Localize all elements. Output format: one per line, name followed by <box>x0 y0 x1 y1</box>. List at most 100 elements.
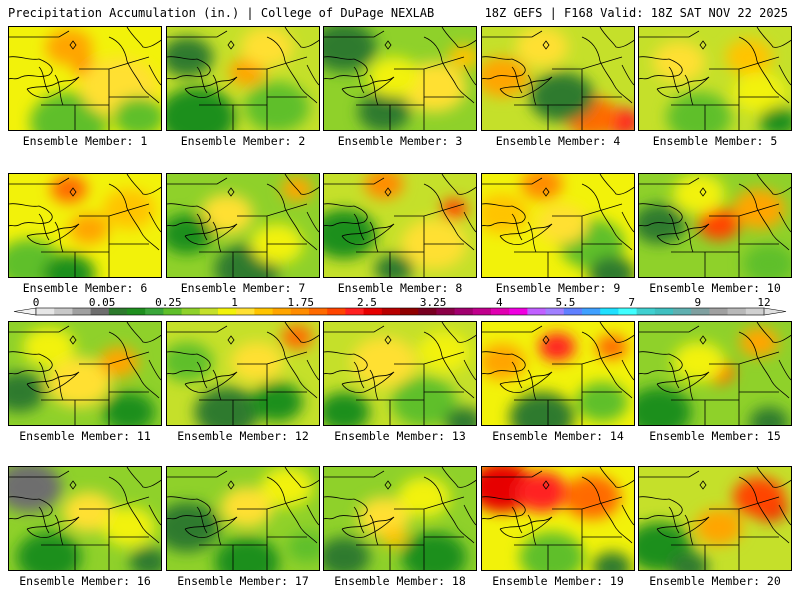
boundary-line <box>306 504 319 526</box>
colorbar-swatch <box>727 308 747 315</box>
boundary-line <box>756 27 791 48</box>
boundary-line <box>284 322 319 343</box>
boundary-line <box>167 351 211 375</box>
boundary-line <box>126 174 161 195</box>
boundary-line <box>341 371 395 393</box>
colorbar-swatch <box>472 308 492 315</box>
boundary-line <box>266 331 318 399</box>
boundary-line <box>356 537 425 570</box>
boundary-line <box>38 506 64 546</box>
boundary-line <box>423 476 475 544</box>
boundary-line <box>38 361 64 401</box>
ensemble-member-label: Ensemble Member: 17 <box>177 574 309 588</box>
boundary-line <box>656 76 710 98</box>
boundary-line <box>639 496 683 520</box>
precip-map <box>324 27 476 130</box>
colorbar-swatch <box>108 308 128 315</box>
boundary-line <box>108 331 160 399</box>
colorbar-swatch <box>36 308 55 315</box>
boundary-line <box>511 361 537 401</box>
precip-area <box>364 174 404 199</box>
boundary-line <box>184 223 238 245</box>
precip-map <box>167 322 319 425</box>
precip-area <box>743 244 791 277</box>
ensemble-member-label: Ensemble Member: 1 <box>22 134 148 148</box>
precip-area <box>99 347 139 377</box>
precip-area <box>669 552 709 570</box>
boundary-line <box>599 322 634 343</box>
boundary-line <box>778 504 791 526</box>
ensemble-member-label: Ensemble Member: 11 <box>19 429 151 443</box>
boundary-line <box>196 506 222 546</box>
boundary-line <box>148 359 161 381</box>
map-boundaries <box>639 322 791 425</box>
boundary-line <box>41 244 110 277</box>
boundary-line <box>108 476 160 544</box>
boundary-line <box>463 504 476 526</box>
boundary-line <box>756 322 791 343</box>
precip-area <box>592 552 632 570</box>
boundary-line <box>514 537 583 570</box>
map-boundaries <box>324 467 476 570</box>
map-boundaries <box>482 322 634 425</box>
precip-area <box>529 72 595 122</box>
colorbar-swatch <box>527 308 546 315</box>
precip-area <box>733 189 785 229</box>
precip-area <box>444 407 476 425</box>
colorbar-min-arrow <box>13 307 37 316</box>
colorbar-swatch <box>654 308 674 315</box>
boundary-line <box>284 174 319 195</box>
boundary-line <box>9 470 70 478</box>
precip-map <box>9 27 161 130</box>
precip-area <box>63 492 115 532</box>
colorbar-swatch <box>363 308 383 315</box>
colorbar-tick-label: 7 <box>628 298 635 309</box>
precip-map <box>482 27 634 130</box>
precip-area <box>358 92 410 130</box>
precip-area <box>113 97 161 130</box>
boundary-line <box>26 516 80 538</box>
boundary-line <box>284 27 319 48</box>
map-boundaries <box>167 27 319 130</box>
colorbar: 0 0.05 0.25 1 1.75 2.5 3.25 4 5.5 7 9 12 <box>13 298 787 316</box>
ensemble-member-label: Ensemble Member: 4 <box>495 134 621 148</box>
precip-map <box>482 174 634 277</box>
boundary-line <box>324 496 368 520</box>
boundary-line <box>656 516 710 538</box>
ensemble-member-label: Ensemble Member: 5 <box>652 134 778 148</box>
precip-area <box>448 45 476 69</box>
boundary-line <box>499 516 553 538</box>
colorbar-swatch <box>563 308 583 315</box>
boundary-line <box>671 244 740 277</box>
boundary-line <box>581 476 633 544</box>
boundary-line <box>184 371 238 393</box>
precip-area <box>194 387 260 425</box>
boundary-line <box>639 177 700 185</box>
colorbar-tick-label: 1.75 <box>287 298 314 309</box>
map-boundaries <box>9 174 161 277</box>
boundary-line <box>463 359 476 381</box>
location-marker-icon <box>69 335 77 345</box>
colorbar-swatch <box>582 308 601 315</box>
precip-area <box>653 42 705 82</box>
boundary-line <box>514 97 583 130</box>
map-boundaries <box>482 467 634 570</box>
colorbar-swatch <box>436 308 455 315</box>
boundary-line <box>482 56 526 80</box>
precip-map <box>9 322 161 425</box>
location-marker-icon <box>227 335 235 345</box>
chart-title: Precipitation Accumulation (in.) | Colle… <box>8 6 435 20</box>
ensemble-member-label: Ensemble Member: 20 <box>649 574 781 588</box>
precip-area <box>45 29 93 65</box>
boundary-line <box>511 66 537 106</box>
colorbar-swatch <box>418 308 437 315</box>
boundary-line <box>266 36 318 104</box>
boundary-line <box>9 56 53 80</box>
location-marker-icon <box>384 335 392 345</box>
boundary-line <box>482 325 543 333</box>
ensemble-map-panel <box>166 173 320 278</box>
boundary-line <box>499 76 553 98</box>
ensemble-member-label: Ensemble Member: 10 <box>649 281 781 295</box>
precip-area <box>749 407 789 425</box>
boundary-line <box>126 467 161 488</box>
